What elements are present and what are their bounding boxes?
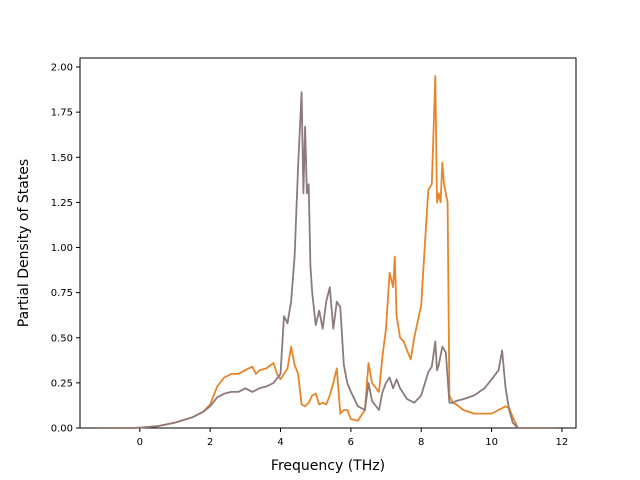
y-tick-label: 0.50 (51, 333, 73, 344)
y-tick-label: 0.00 (51, 424, 73, 435)
y-axis-ticks: 0.00 0.25 0.50 0.75 1.00 1.25 1.50 1.75 2.00 (51, 63, 80, 435)
y-tick-label: 1.50 (51, 153, 73, 164)
x-tick-label: 4 (277, 437, 283, 448)
x-tick-label: 8 (418, 437, 424, 448)
y-tick-label: 0.75 (51, 288, 73, 299)
x-tick-label: 2 (207, 437, 213, 448)
y-tick-label: 1.25 (51, 198, 73, 209)
x-tick-label: 10 (485, 437, 498, 448)
y-tick-label: 2.00 (51, 63, 73, 74)
x-axis-ticks: 0 2 4 6 8 10 12 (137, 428, 569, 448)
x-tick-label: 12 (556, 437, 569, 448)
series-line-2 (97, 91, 555, 429)
y-tick-label: 0.25 (51, 378, 73, 389)
plot-area (79, 57, 577, 429)
y-axis-title: Partial Density of States (16, 159, 32, 327)
y-tick-label: 1.75 (51, 108, 73, 119)
x-axis-title: Frequency (THz) (271, 458, 385, 474)
series-layer (97, 75, 555, 429)
x-tick-label: 0 (137, 437, 143, 448)
y-tick-label: 1.00 (51, 243, 73, 254)
x-tick-label: 6 (348, 437, 354, 448)
